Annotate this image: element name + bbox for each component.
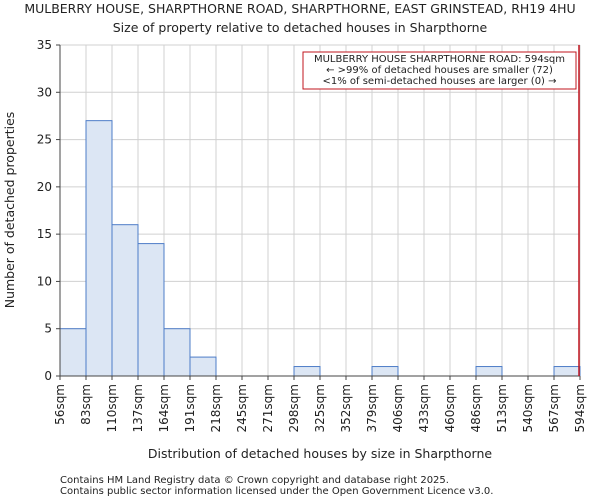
bar — [371, 366, 399, 377]
y-tick-label: 35 — [37, 38, 52, 52]
bar — [189, 356, 217, 377]
bar — [293, 366, 321, 377]
annotation-border — [302, 51, 577, 90]
x-tick-label: 218sqm — [209, 384, 223, 432]
bars-group — [59, 120, 581, 377]
x-tick-label: 56sqm — [53, 384, 67, 425]
annotation-line-1: MULBERRY HOUSE SHARPTHORNE ROAD: 594sqm — [314, 54, 565, 65]
x-tick-label: 110sqm — [105, 384, 119, 432]
x-tick-label: 352sqm — [339, 384, 353, 432]
grid-lines — [59, 44, 581, 376]
bar — [85, 120, 113, 377]
bar — [163, 328, 191, 377]
x-tick-label: 271sqm — [261, 384, 275, 432]
x-axis-label: Distribution of detached houses by size … — [148, 446, 492, 461]
annotation-line-3: <1% of semi-detached houses are larger (… — [322, 76, 556, 87]
bar — [553, 366, 581, 377]
footer-line-2: Contains public sector information licen… — [60, 486, 493, 497]
annotation-line-2: ← >99% of detached houses are smaller (7… — [326, 65, 553, 76]
y-tick-label: 5 — [44, 322, 52, 336]
x-tick-label: 406sqm — [391, 384, 405, 432]
x-tick-label: 433sqm — [417, 384, 431, 432]
chart-title: MULBERRY HOUSE, SHARPTHORNE ROAD, SHARPT… — [24, 1, 575, 16]
annotation-box: MULBERRY HOUSE SHARPTHORNE ROAD: 594sqm … — [302, 51, 577, 90]
y-tick-label: 25 — [37, 133, 52, 147]
x-tick-label: 567sqm — [547, 384, 561, 432]
chart-subtitle: Size of property relative to detached ho… — [113, 20, 488, 35]
x-tick-label: 83sqm — [79, 384, 93, 425]
x-tick-label: 540sqm — [521, 384, 535, 432]
bar — [111, 224, 139, 377]
bar — [137, 243, 165, 377]
footer-line-1: Contains HM Land Registry data © Crown c… — [60, 475, 449, 486]
bar — [475, 366, 503, 377]
y-tick-label: 30 — [37, 85, 52, 99]
y-axis-label: Number of detached properties — [2, 112, 17, 309]
x-tick-labels: 56sqm 83sqm 110sqm 137sqm 164sqm 191sqm 218sqm… — [53, 376, 587, 432]
x-tick-label: 594sqm — [573, 384, 587, 432]
x-tick-label: 245sqm — [235, 384, 249, 432]
y-tick-label: 10 — [37, 274, 52, 288]
x-tick-label: 379sqm — [365, 384, 379, 432]
x-tick-label: 325sqm — [313, 384, 327, 432]
x-tick-label: 460sqm — [443, 384, 457, 432]
bar — [59, 328, 87, 377]
y-tick-labels: 0 5 10 15 20 25 30 35 — [37, 38, 60, 383]
y-tick-label: 15 — [37, 227, 52, 241]
x-tick-label: 164sqm — [157, 384, 171, 432]
x-tick-label: 486sqm — [469, 384, 483, 432]
x-tick-label: 191sqm — [183, 384, 197, 432]
x-tick-label: 513sqm — [495, 384, 509, 432]
y-tick-label: 0 — [44, 369, 52, 383]
y-tick-label: 20 — [37, 180, 52, 194]
x-tick-label: 298sqm — [287, 384, 301, 432]
x-tick-label: 137sqm — [131, 384, 145, 432]
